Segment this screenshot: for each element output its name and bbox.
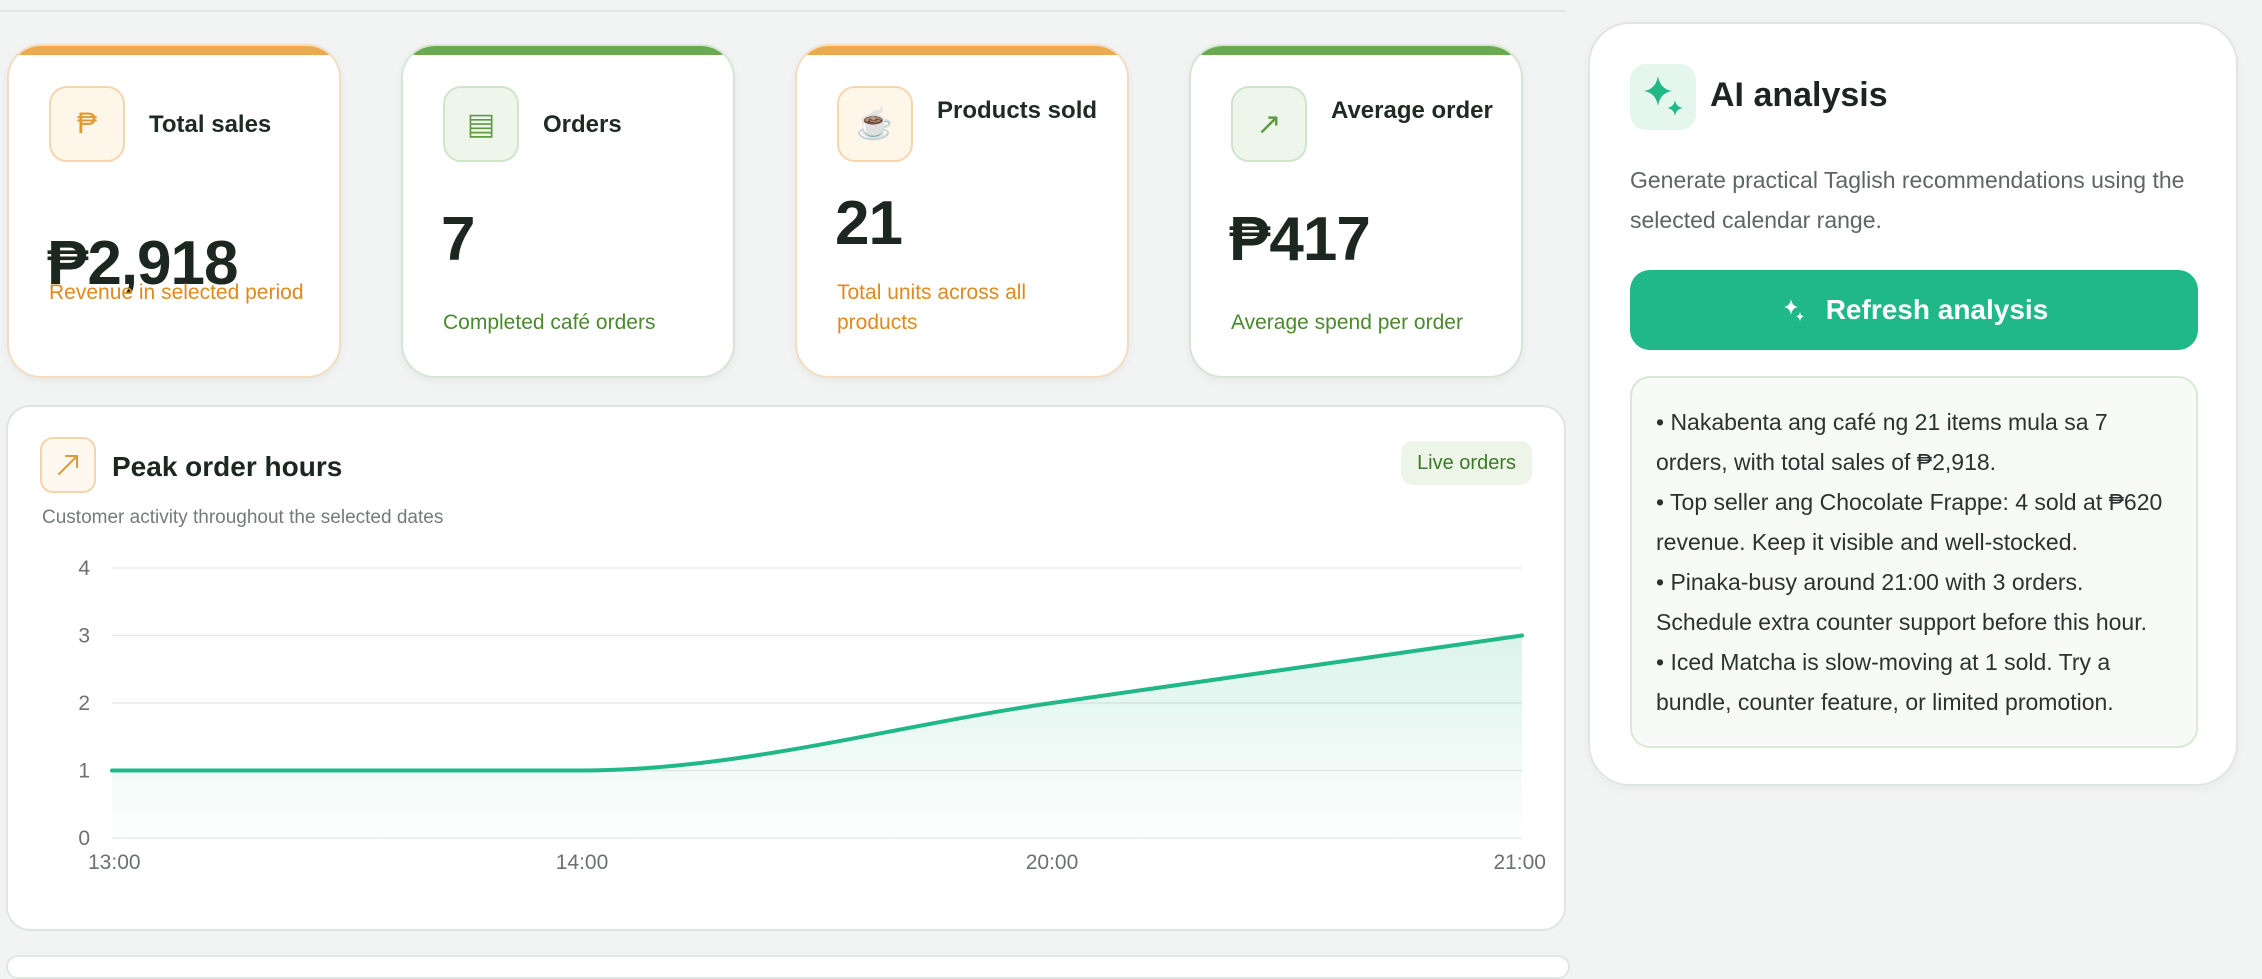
stat-note: Total units across all products bbox=[837, 281, 1027, 334]
chart-title: Peak order hours bbox=[112, 451, 343, 482]
series-line bbox=[110, 633, 1524, 773]
trend-up-icon bbox=[40, 437, 96, 493]
receipt-icon: ▤ bbox=[443, 86, 519, 162]
refresh-analysis-label: Refresh analysis bbox=[1825, 294, 2049, 325]
coffee-cup-icon: ☕ bbox=[837, 86, 913, 162]
y-tick-label: 1 bbox=[78, 760, 90, 783]
x-tick-label: 13:00 bbox=[88, 851, 141, 874]
next-panel-edge bbox=[6, 955, 1570, 979]
stat-card-average-order: ↗ Average order ₱417 Average spend per o… bbox=[1189, 44, 1523, 378]
stat-label: Total sales bbox=[149, 111, 272, 138]
card-accent-bar bbox=[1191, 46, 1521, 55]
trend-up-icon: ↗ bbox=[1231, 86, 1307, 162]
y-tick-label: 3 bbox=[78, 625, 90, 648]
live-orders-badge: Live orders bbox=[1401, 441, 1532, 485]
stat-value: ₱2,918 bbox=[47, 229, 239, 298]
stat-value: ₱417 bbox=[1229, 205, 1371, 274]
stat-note: Completed café orders bbox=[443, 311, 656, 334]
y-tick-label: 0 bbox=[78, 827, 90, 850]
insight-item: • Pinaka-busy around 21:00 with 3 orders… bbox=[1656, 569, 2147, 635]
ai-analysis-panel: AI analysis Generate practical Taglish r… bbox=[1588, 22, 2238, 786]
stat-label: Products sold bbox=[937, 97, 1098, 124]
stat-card-products-sold: ☕ Products sold 21 Total units across al… bbox=[795, 44, 1129, 378]
stat-label: Orders bbox=[543, 111, 622, 138]
stat-card-total-sales: ₱ Total sales ₱2,918 Revenue in selected… bbox=[7, 44, 341, 378]
card-accent-bar bbox=[403, 46, 733, 55]
peak-order-hours-panel: Peak order hours Customer activity throu… bbox=[6, 405, 1566, 931]
ai-title: AI analysis bbox=[1710, 76, 1888, 114]
x-tick-label: 14:00 bbox=[556, 851, 609, 874]
stat-value: 7 bbox=[441, 205, 475, 274]
peak-hours-chart: 0 1 2 3 4 13:00 14:00 20:00 21:00 bbox=[78, 557, 1546, 874]
card-accent-bar bbox=[797, 46, 1127, 55]
top-divider bbox=[0, 10, 1566, 12]
ai-insights-box: • Nakabenta ang café ng 21 items mula sa… bbox=[1630, 376, 2198, 748]
insight-item: • Top seller ang Chocolate Frappe: 4 sol… bbox=[1656, 489, 2163, 555]
card-accent-bar bbox=[9, 46, 339, 55]
insight-item: • Nakabenta ang café ng 21 items mula sa… bbox=[1656, 409, 2108, 475]
sparkle-icon bbox=[1630, 64, 1696, 130]
chart-subtitle: Customer activity throughout the selecte… bbox=[42, 507, 444, 528]
y-tick-label: 4 bbox=[78, 557, 90, 580]
x-tick-label: 20:00 bbox=[1026, 851, 1079, 874]
x-tick-label: 21:00 bbox=[1493, 851, 1546, 874]
stat-label: Average order bbox=[1331, 97, 1493, 124]
insight-item: • Iced Matcha is slow-moving at 1 sold. … bbox=[1656, 649, 2114, 715]
peso-icon: ₱ bbox=[49, 86, 125, 162]
stat-card-orders: ▤ Orders 7 Completed café orders bbox=[401, 44, 735, 378]
ai-description: Generate practical Taglish recommendatio… bbox=[1630, 167, 2185, 233]
stat-note: Revenue in selected period bbox=[49, 281, 304, 304]
y-tick-label: 2 bbox=[78, 692, 90, 715]
stat-value: 21 bbox=[835, 189, 903, 258]
stat-note: Average spend per order bbox=[1231, 311, 1463, 334]
sparkle-icon bbox=[1780, 296, 1808, 324]
refresh-analysis-button[interactable]: Refresh analysis bbox=[1630, 270, 2198, 350]
